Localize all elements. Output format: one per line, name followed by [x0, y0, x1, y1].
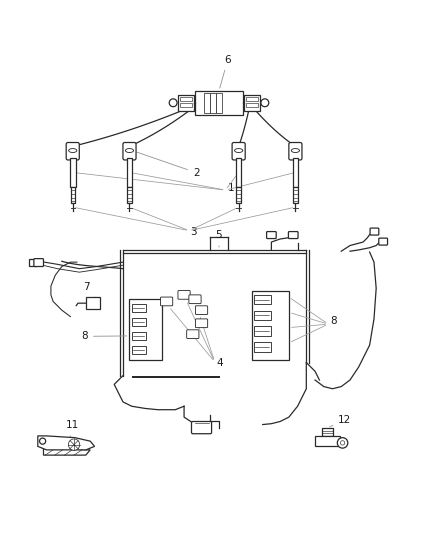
- Bar: [244, 95, 260, 111]
- Bar: [237, 187, 241, 203]
- Bar: [29, 259, 37, 265]
- Ellipse shape: [291, 149, 300, 152]
- Bar: [254, 311, 271, 320]
- FancyBboxPatch shape: [288, 231, 298, 239]
- Bar: [252, 290, 289, 360]
- FancyBboxPatch shape: [379, 238, 388, 245]
- Polygon shape: [43, 446, 90, 455]
- Polygon shape: [38, 436, 95, 450]
- Text: 5: 5: [215, 230, 223, 247]
- Bar: [246, 96, 258, 101]
- Bar: [254, 326, 271, 336]
- Text: 8: 8: [81, 332, 127, 341]
- Text: 6: 6: [220, 55, 231, 88]
- FancyBboxPatch shape: [195, 319, 208, 328]
- Bar: [246, 103, 258, 107]
- FancyBboxPatch shape: [232, 142, 245, 160]
- Bar: [315, 436, 339, 446]
- Bar: [216, 93, 222, 113]
- Bar: [71, 187, 75, 203]
- FancyBboxPatch shape: [123, 142, 136, 160]
- Bar: [236, 158, 241, 187]
- Circle shape: [261, 99, 269, 107]
- Ellipse shape: [235, 149, 243, 152]
- Bar: [204, 93, 210, 113]
- Bar: [132, 318, 146, 326]
- Bar: [70, 158, 76, 187]
- Text: 12: 12: [330, 415, 351, 427]
- FancyBboxPatch shape: [267, 231, 276, 239]
- Bar: [293, 187, 297, 203]
- Text: 3: 3: [191, 227, 197, 237]
- Circle shape: [68, 439, 80, 450]
- FancyBboxPatch shape: [187, 330, 199, 338]
- Bar: [195, 91, 243, 115]
- Bar: [180, 96, 192, 101]
- Text: 7: 7: [84, 282, 98, 301]
- Bar: [210, 93, 216, 113]
- Bar: [132, 345, 146, 354]
- FancyBboxPatch shape: [195, 306, 208, 314]
- FancyBboxPatch shape: [34, 259, 43, 266]
- FancyBboxPatch shape: [66, 142, 79, 160]
- Circle shape: [337, 438, 348, 448]
- Bar: [254, 342, 271, 352]
- Text: 1: 1: [228, 183, 234, 193]
- Bar: [293, 158, 298, 187]
- Bar: [130, 299, 162, 360]
- Bar: [132, 304, 146, 312]
- Text: 2: 2: [137, 152, 199, 177]
- Text: 4: 4: [217, 358, 223, 368]
- Bar: [322, 428, 332, 436]
- FancyBboxPatch shape: [189, 295, 201, 304]
- FancyBboxPatch shape: [191, 422, 212, 434]
- Bar: [127, 187, 132, 203]
- Bar: [254, 295, 271, 304]
- Ellipse shape: [69, 149, 77, 152]
- Text: 8: 8: [330, 316, 337, 326]
- Circle shape: [169, 99, 177, 107]
- FancyBboxPatch shape: [178, 290, 190, 299]
- Bar: [180, 103, 192, 107]
- FancyBboxPatch shape: [160, 297, 173, 306]
- Ellipse shape: [125, 149, 134, 152]
- Bar: [132, 332, 146, 340]
- Circle shape: [39, 438, 46, 444]
- Circle shape: [340, 441, 345, 445]
- Text: 11: 11: [66, 420, 79, 441]
- Bar: [127, 158, 132, 187]
- Bar: [178, 95, 194, 111]
- FancyBboxPatch shape: [370, 228, 379, 235]
- Bar: [86, 297, 100, 309]
- FancyBboxPatch shape: [289, 142, 302, 160]
